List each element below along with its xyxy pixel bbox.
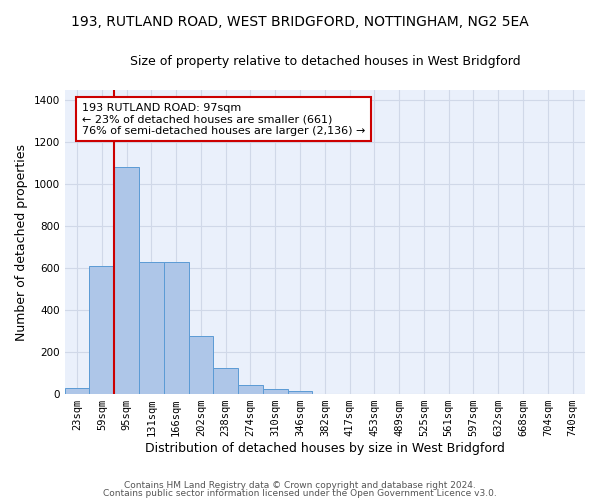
Y-axis label: Number of detached properties: Number of detached properties bbox=[15, 144, 28, 340]
Bar bbox=[238, 385, 263, 394]
X-axis label: Distribution of detached houses by size in West Bridgford: Distribution of detached houses by size … bbox=[145, 442, 505, 455]
Bar bbox=[287, 391, 313, 394]
Bar bbox=[263, 390, 287, 394]
Text: 193, RUTLAND ROAD, WEST BRIDGFORD, NOTTINGHAM, NG2 5EA: 193, RUTLAND ROAD, WEST BRIDGFORD, NOTTI… bbox=[71, 15, 529, 29]
Bar bbox=[188, 336, 214, 394]
Bar bbox=[65, 388, 89, 394]
Text: 193 RUTLAND ROAD: 97sqm
← 23% of detached houses are smaller (661)
76% of semi-d: 193 RUTLAND ROAD: 97sqm ← 23% of detache… bbox=[82, 102, 365, 136]
Bar bbox=[89, 266, 114, 394]
Bar bbox=[114, 166, 139, 394]
Text: Contains public sector information licensed under the Open Government Licence v3: Contains public sector information licen… bbox=[103, 488, 497, 498]
Bar bbox=[139, 262, 164, 394]
Title: Size of property relative to detached houses in West Bridgford: Size of property relative to detached ho… bbox=[130, 55, 520, 68]
Bar bbox=[214, 368, 238, 394]
Bar bbox=[164, 262, 188, 394]
Text: Contains HM Land Registry data © Crown copyright and database right 2024.: Contains HM Land Registry data © Crown c… bbox=[124, 481, 476, 490]
